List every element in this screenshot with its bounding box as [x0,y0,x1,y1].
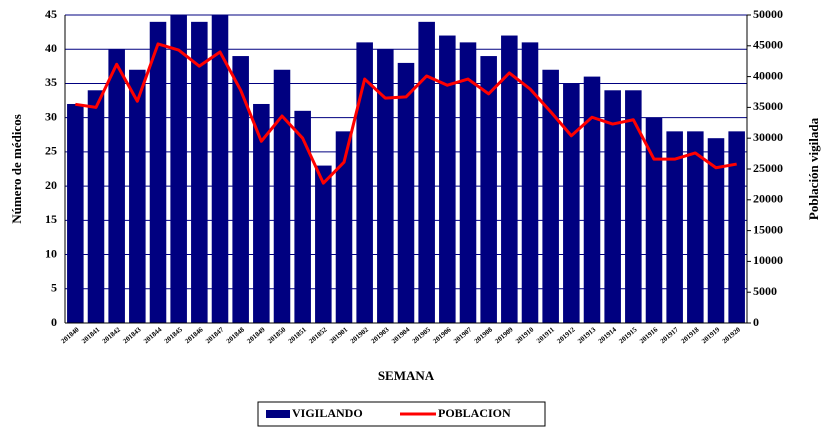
bar [645,117,663,324]
y2-tick-label: 20000 [753,192,783,206]
bar [294,110,311,323]
y-tick-label: 5 [51,281,57,295]
y-tick-label: 15 [45,212,57,226]
y2-tick-label: 50000 [753,7,783,21]
y-tick-label: 0 [51,315,57,329]
y2-tick-label: 35000 [753,99,783,113]
y2-tick-label: 10000 [753,253,783,267]
bar [542,69,559,323]
bar [129,69,146,323]
x-tick-label: 201904 [390,325,412,345]
x-tick-label: 201905 [411,325,433,345]
x-tick-label: 201844 [142,325,164,345]
y2-tick-label: 40000 [753,68,783,82]
y2-tick-label: 15000 [753,222,783,236]
y-tick-label: 35 [45,75,57,89]
x-tick-label: 201901 [328,325,350,345]
y2-tick-label: 0 [753,315,759,329]
bar [232,56,249,324]
x-tick-label: 201909 [493,325,515,345]
y-tick-label: 30 [45,109,57,123]
bar [356,42,373,323]
bar [108,49,125,323]
bar [625,90,642,324]
bar [439,35,456,324]
x-tick-label: 201851 [287,325,309,345]
y2-axis-title: Población vigilada [806,117,821,220]
x-tick-label: 201849 [245,325,267,345]
x-tick-label: 201910 [514,325,536,345]
bar [687,131,704,323]
legend-label: VIGILANDO [292,406,363,420]
x-tick-label: 201907 [452,325,474,345]
bar [666,131,683,323]
bar [728,131,745,323]
y-tick-label: 40 [45,41,57,55]
bar [335,131,353,323]
bar [501,35,518,324]
y-tick-label: 25 [45,144,57,158]
x-tick-label: 201915 [617,325,639,345]
x-tick-label: 201843 [121,325,143,345]
legend-label: POBLACION [438,406,511,420]
bar [397,62,415,324]
x-tick-label: 201913 [576,325,598,345]
x-tick-label: 201918 [679,325,701,345]
bar [315,165,332,323]
line [75,42,737,185]
bar [604,90,621,324]
x-tick-label: 201852 [307,325,329,345]
bar [191,21,208,323]
y-tick-label: 10 [45,246,57,260]
x-tick-label: 201845 [163,325,185,345]
y2-tick-label: 30000 [753,130,783,144]
x-tick-label: 201911 [535,325,556,345]
bar [67,103,84,323]
x-tick-label: 201920 [721,325,743,345]
x-axis-title: SEMANA [378,368,435,383]
x-tick-label: 201908 [473,325,495,345]
y2-tick-label: 25000 [753,161,783,175]
y-tick-label: 20 [45,178,57,192]
x-tick-label: 201848 [225,325,247,345]
bar [480,56,497,324]
x-tick-label: 201850 [266,325,288,345]
x-tick-label: 201840 [59,325,81,345]
bar [211,15,229,323]
bar [707,138,725,323]
bar [149,21,167,323]
y-axis-title: Número de médicos [9,114,24,224]
x-tick-label: 201916 [638,325,660,345]
x-tick-label: 201906 [431,325,453,345]
x-tick-label: 201912 [555,325,577,345]
x-tick-label: 201919 [700,325,722,345]
bar [418,21,435,323]
bar [521,42,539,323]
bar [563,83,580,323]
bar [583,76,601,323]
x-tick-label: 201917 [659,325,681,345]
x-tick-label: 201841 [80,325,102,345]
y-tick-label: 45 [45,7,57,21]
x-tick-label: 201902 [349,325,371,345]
y2-tick-label: 5000 [753,284,777,298]
y2-tick-label: 45000 [753,38,783,52]
bar [170,15,187,323]
bar [253,103,270,323]
x-tick-label: 201903 [369,325,391,345]
bar [87,90,105,324]
bar [459,42,477,323]
bar [273,69,291,323]
x-tick-label: 201847 [204,325,226,345]
x-tick-label: 201846 [183,325,205,345]
x-tick-label: 201914 [597,325,619,345]
bar [377,49,394,323]
legend-swatch [266,410,290,418]
x-tick-label: 201842 [101,325,123,345]
